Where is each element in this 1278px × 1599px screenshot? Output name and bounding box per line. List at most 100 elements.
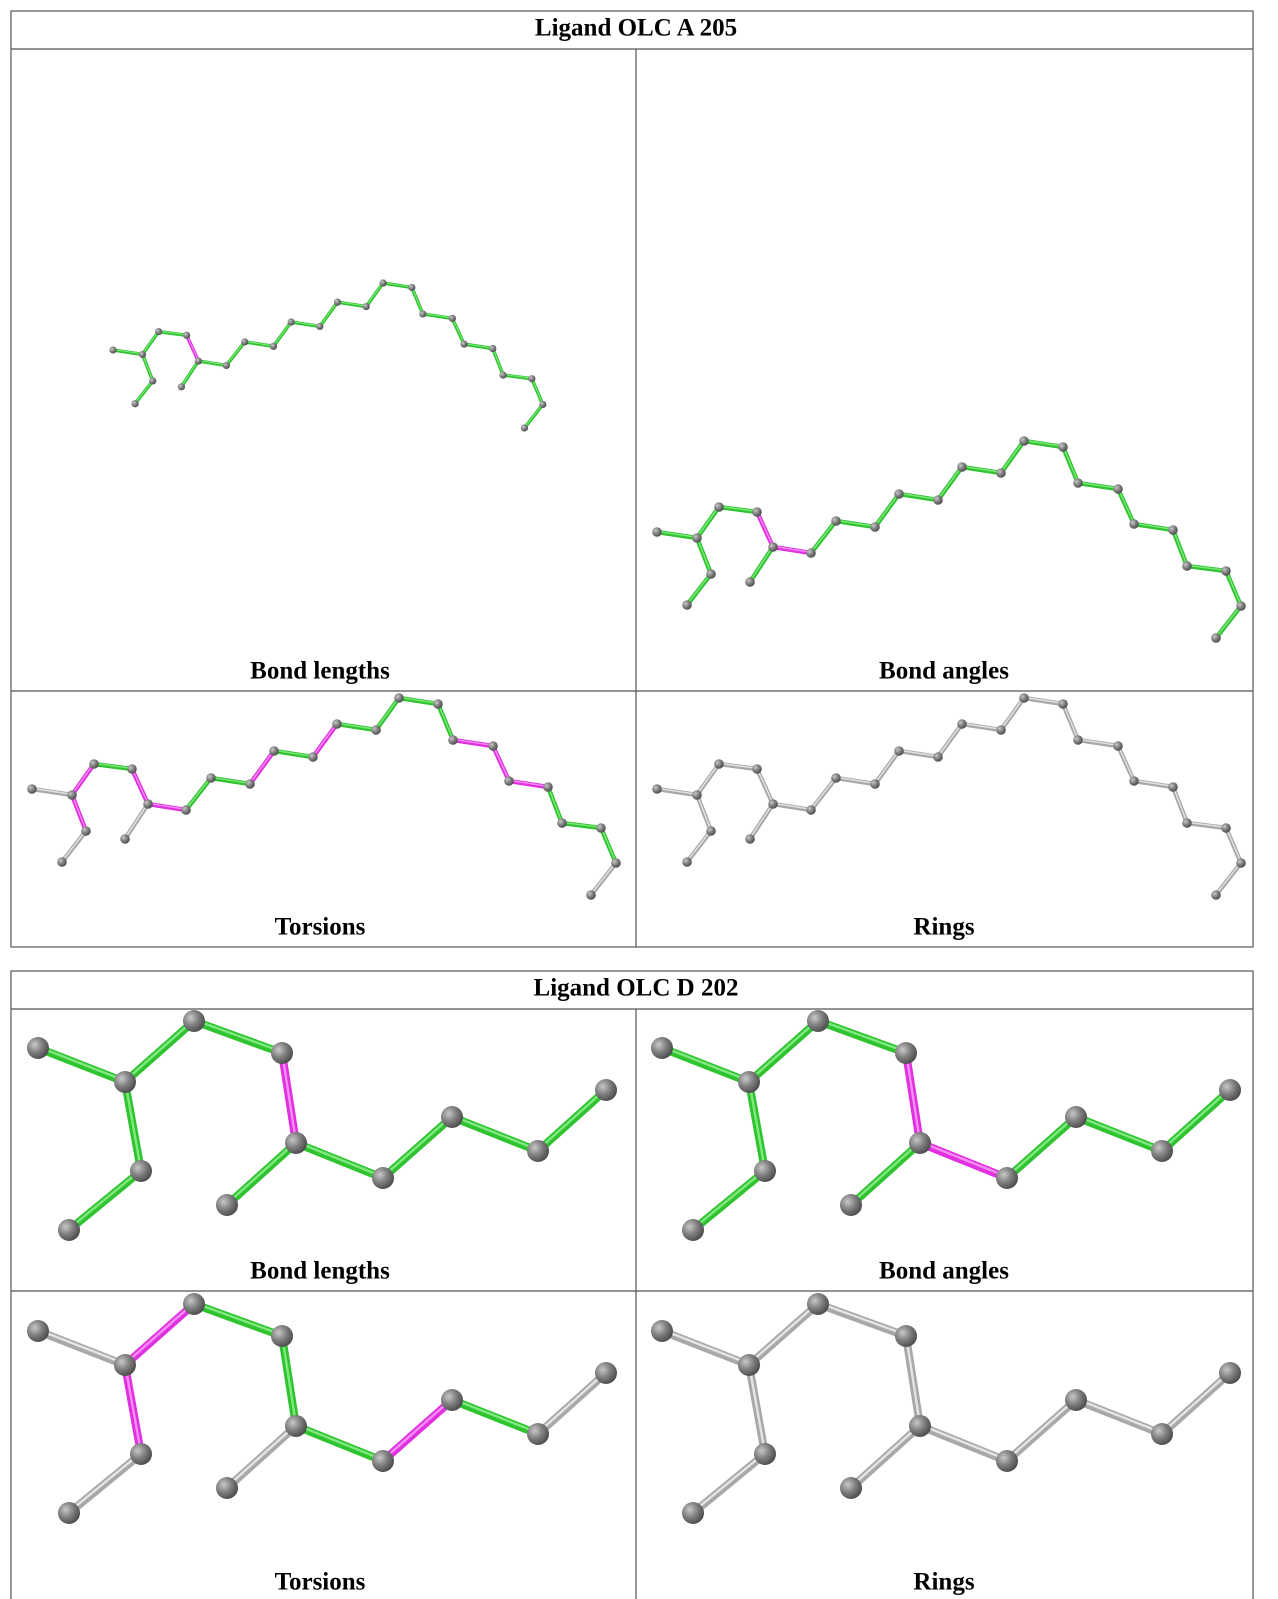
atom [595,1079,617,1101]
bond-highlight [1173,786,1187,822]
figure: Ligand OLC A 205 Bond lengths Bond angle… [0,0,1278,1599]
atom [372,1450,394,1472]
bond-highlight [227,1142,296,1204]
atom [216,1194,238,1216]
bond-highlight [697,763,719,794]
bond-highlight [227,1425,296,1487]
bond-highlight [383,1116,452,1177]
bond-highlight [1118,745,1134,780]
bond-highlight [818,1303,906,1335]
bond-highlight [749,1303,818,1364]
bond-highlight [538,1089,606,1150]
bond-highlight [69,1170,141,1229]
bond-highlight [1162,1089,1230,1150]
bond-highlight [142,354,152,380]
atom [216,1477,238,1499]
atom [870,522,880,532]
bond-highlight [749,1020,818,1081]
atom [1211,890,1221,900]
panel-label: Bond angles [879,658,1009,685]
atom [285,1415,307,1437]
atom [933,752,943,762]
bond-highlight [313,723,337,756]
bond-highlight [69,1453,141,1512]
atom [269,746,279,756]
bond-highlight [125,803,148,838]
panel-label: Bond angles [879,1258,1009,1285]
atom [894,489,904,499]
atom [127,764,137,774]
atom [130,1443,152,1465]
table-title: Ligand OLC D 202 [534,975,739,1002]
bond-highlight [1063,446,1078,482]
atom [27,1320,49,1342]
bond-highlight [591,862,616,894]
atom [1211,633,1221,643]
atom [206,773,216,783]
atom [745,834,755,844]
atom [120,834,130,844]
bond-highlight [282,1335,296,1425]
bond-highlight [938,723,962,756]
bond-highlight [226,341,244,365]
atom [1058,442,1068,452]
atom [754,1160,776,1182]
atom [652,527,662,537]
bond-highlight [1162,1372,1230,1433]
atom [27,784,37,794]
bond-highlight [548,786,562,822]
atom [183,1010,205,1032]
atom [1221,823,1231,833]
atom [1019,693,1029,703]
atom [752,507,762,517]
bond-highlight [1173,529,1187,565]
atom [1221,566,1231,576]
atom [586,890,596,900]
bond-highlight [38,1047,125,1081]
atom [1113,484,1123,494]
bond-highlight [72,794,86,830]
atom [714,502,724,512]
bond-highlight [1216,605,1241,637]
bond-highlight [366,282,383,306]
bond-highlight [851,1425,920,1487]
bond-highlight [452,1399,538,1433]
atom [89,759,99,769]
bond-highlight [750,803,773,838]
atom [768,542,778,552]
atom [58,1219,80,1241]
atom [130,1160,152,1182]
atom [271,1042,293,1064]
atom [933,495,943,505]
bond-highlight [320,302,338,326]
bond-highlight [662,1330,749,1364]
atom [149,377,156,384]
atom [1236,858,1246,868]
atom [488,741,498,751]
bond-highlight [376,697,399,729]
bond-highlight [493,348,503,374]
atom [1129,776,1139,786]
atom [840,1194,862,1216]
atom [58,1502,80,1524]
table-title: Ligand OLC A 205 [535,15,737,42]
atom [745,577,755,587]
atom [692,533,702,543]
atom [114,1354,136,1376]
bond-highlight [757,768,773,803]
atom [489,345,496,352]
panel-label: Rings [913,914,974,941]
atom [499,371,506,378]
bond-highlight [132,768,148,803]
atom [651,1037,673,1059]
bond-highlight [749,1081,765,1170]
atom [195,357,202,364]
atom [996,725,1006,735]
bond-highlight [186,777,211,809]
bond-highlight [452,1116,538,1150]
atom [895,1042,917,1064]
table-border [11,971,1253,1599]
atom [241,338,248,345]
bond-highlight [62,830,86,861]
atom [557,818,567,828]
